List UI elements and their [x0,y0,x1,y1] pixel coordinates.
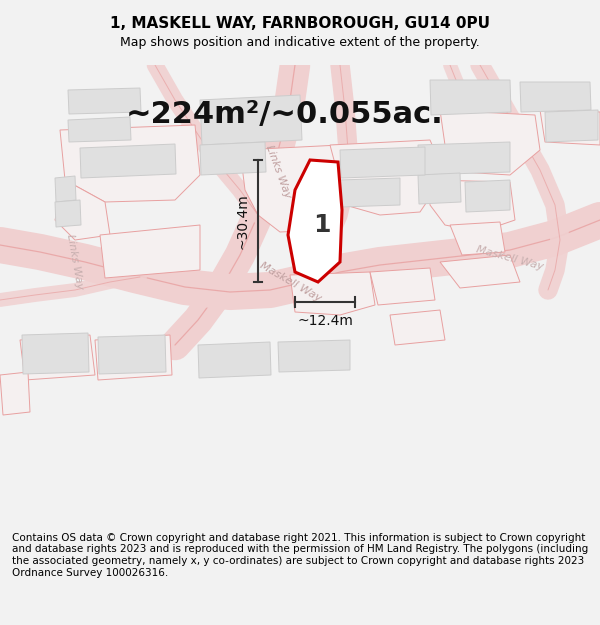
Polygon shape [390,310,445,345]
Polygon shape [22,333,89,374]
Polygon shape [100,225,200,278]
Polygon shape [278,340,350,372]
Text: Links Way: Links Way [65,234,85,291]
Polygon shape [0,372,30,415]
Polygon shape [418,173,461,204]
Polygon shape [540,110,600,145]
Polygon shape [520,82,591,112]
Polygon shape [98,335,166,374]
Polygon shape [340,178,400,207]
Polygon shape [465,180,510,212]
Polygon shape [440,110,540,175]
Polygon shape [55,200,81,227]
Text: Links Way: Links Way [264,144,292,200]
Polygon shape [290,272,375,315]
Text: ~12.4m: ~12.4m [297,314,353,328]
Polygon shape [200,95,302,145]
Text: Map shows position and indicative extent of the property.: Map shows position and indicative extent… [120,36,480,49]
Polygon shape [80,144,176,178]
Polygon shape [418,142,510,175]
Polygon shape [68,88,141,114]
Polygon shape [340,147,425,178]
Text: 1: 1 [313,213,331,237]
Text: ~224m²/~0.055ac.: ~224m²/~0.055ac. [126,101,444,129]
Polygon shape [430,180,515,232]
Text: Maskell Way: Maskell Way [475,244,545,272]
Polygon shape [450,222,505,255]
Polygon shape [200,142,266,175]
Text: ~30.4m: ~30.4m [235,193,249,249]
Polygon shape [198,342,271,378]
Polygon shape [60,125,200,202]
Polygon shape [440,255,520,288]
Polygon shape [20,335,95,380]
Polygon shape [55,176,76,202]
Polygon shape [288,160,342,282]
Polygon shape [330,140,445,215]
Polygon shape [370,268,435,305]
Polygon shape [545,110,598,142]
Polygon shape [68,117,131,142]
Polygon shape [55,180,110,240]
Polygon shape [95,335,172,380]
Text: 1, MASKELL WAY, FARNBOROUGH, GU14 0PU: 1, MASKELL WAY, FARNBOROUGH, GU14 0PU [110,16,490,31]
Text: Contains OS data © Crown copyright and database right 2021. This information is : Contains OS data © Crown copyright and d… [12,533,588,578]
Polygon shape [240,145,348,232]
Text: Maskell Way: Maskell Way [257,261,322,304]
Polygon shape [430,80,511,115]
